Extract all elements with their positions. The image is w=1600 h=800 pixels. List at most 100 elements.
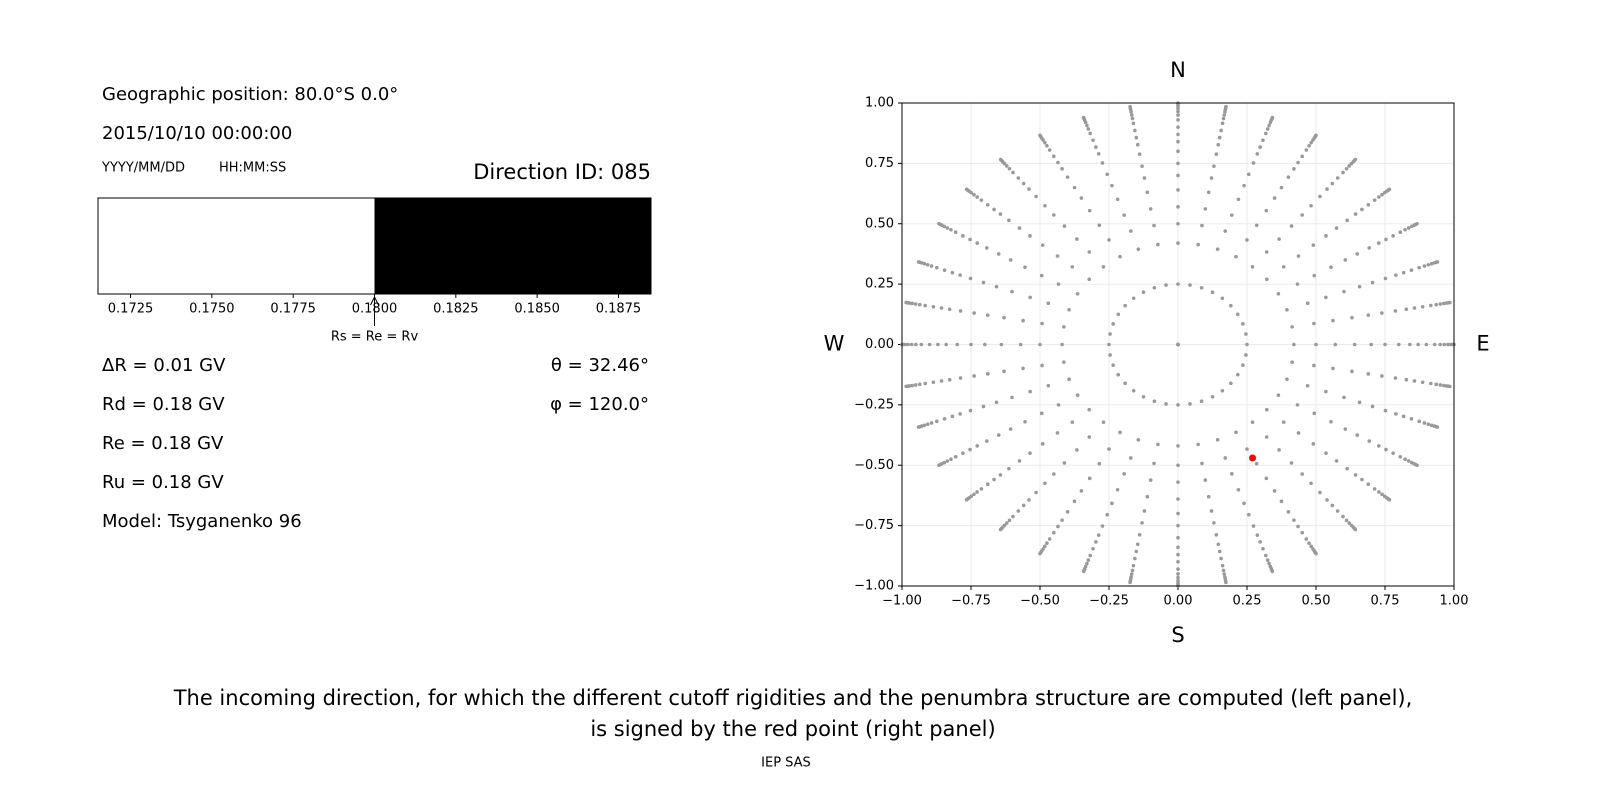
direction-point — [1267, 123, 1271, 128]
direction-point — [1096, 533, 1101, 537]
direction-point — [1145, 190, 1150, 195]
direction-point — [981, 404, 986, 409]
direction-point — [939, 379, 944, 383]
direction-point — [996, 252, 1001, 256]
direction-point — [917, 382, 922, 387]
direction-point — [929, 264, 934, 268]
direction-point — [998, 527, 1003, 532]
direction-point — [1152, 223, 1156, 228]
direction-point — [1210, 290, 1215, 295]
x-tick-label: 0.75 — [1371, 594, 1400, 609]
direction-point — [1072, 499, 1077, 504]
direction-point — [1067, 308, 1071, 312]
direction-point — [1021, 366, 1025, 371]
direction-point — [1065, 175, 1070, 179]
direction-point — [1215, 247, 1220, 251]
y-tick-label: −0.75 — [854, 518, 894, 533]
direction-point — [1245, 447, 1249, 451]
direction-point — [1350, 315, 1354, 320]
direction-point — [1196, 242, 1200, 247]
direction-point — [1244, 353, 1248, 357]
direction-point — [934, 265, 939, 270]
direction-point — [1136, 438, 1141, 442]
direction-point — [992, 477, 996, 482]
direction-point — [1039, 411, 1044, 416]
direction-point — [1242, 183, 1246, 188]
direction-point — [1043, 140, 1047, 145]
direction-point — [1052, 530, 1056, 535]
direction-point — [958, 376, 963, 380]
direction-point — [1254, 461, 1259, 466]
direction-point — [1270, 569, 1275, 574]
direction-point — [1062, 325, 1066, 329]
direction-point — [1230, 213, 1234, 217]
direction-point — [1137, 532, 1142, 537]
direction-point — [1353, 157, 1358, 162]
direction-point — [1250, 265, 1255, 269]
direction-point — [1387, 187, 1392, 192]
direction-point — [1176, 535, 1180, 540]
time-format: HH:MM:SS — [219, 161, 286, 176]
direction-point — [1110, 183, 1114, 188]
direction-point — [1142, 509, 1147, 513]
direction-point — [1244, 332, 1248, 336]
compass-label: E — [1476, 332, 1489, 356]
direction-point — [1312, 411, 1317, 416]
direction-point — [904, 300, 908, 305]
direction-point — [1235, 372, 1240, 377]
direction-point — [909, 342, 914, 347]
direction-point — [1353, 473, 1358, 477]
direction-point — [936, 342, 940, 347]
direction-point — [1129, 113, 1134, 117]
direction-point — [1331, 318, 1335, 323]
direction-point — [1135, 542, 1140, 547]
direction-point — [1145, 494, 1150, 499]
x-tick-label: 0.1725 — [108, 302, 154, 317]
y-tick-label: 1.00 — [865, 96, 894, 111]
direction-point — [1209, 509, 1214, 513]
direction-point — [1115, 487, 1120, 492]
direction-point — [998, 157, 1003, 162]
direction-point — [1292, 342, 1296, 347]
direction-point — [1027, 498, 1031, 502]
direction-point — [1062, 360, 1066, 364]
direction-point — [1289, 224, 1294, 228]
direction-point — [1276, 291, 1281, 296]
direction-point — [1292, 167, 1296, 171]
y-tick-label: 0.50 — [865, 216, 894, 231]
direction-point — [985, 482, 990, 487]
direction-point — [1223, 229, 1227, 233]
direction-point — [1355, 252, 1360, 256]
direction-point — [1097, 461, 1102, 466]
direction-point — [1312, 321, 1316, 326]
direction-point — [1065, 510, 1070, 514]
direction-point — [1276, 393, 1281, 398]
direction-point — [1008, 427, 1013, 431]
direction-point — [1309, 203, 1313, 208]
direction-point — [1011, 170, 1015, 175]
direction-point — [1353, 527, 1358, 532]
direction-point — [1176, 173, 1180, 178]
direction-point — [1286, 175, 1291, 179]
direction-point — [953, 230, 958, 235]
direction-point — [1383, 276, 1388, 281]
direction-point — [1203, 478, 1208, 482]
direction-point — [1324, 451, 1328, 455]
direction-point — [1101, 265, 1106, 269]
direction-point — [1135, 142, 1140, 147]
direction-point — [1017, 226, 1022, 230]
direction-point — [1021, 503, 1026, 508]
direction-point — [994, 400, 999, 405]
direction-point — [1108, 353, 1112, 357]
direction-point — [1296, 431, 1301, 435]
direction-point — [1343, 427, 1348, 431]
direction-point — [1217, 549, 1222, 554]
direction-point — [1416, 342, 1420, 347]
direction-point — [1342, 395, 1346, 400]
direction-point — [1075, 448, 1079, 452]
direction-point — [914, 342, 918, 347]
direction-point — [1087, 250, 1092, 254]
direction-point — [1366, 202, 1371, 207]
direction-point — [1130, 568, 1135, 573]
direction-point — [1350, 369, 1354, 374]
